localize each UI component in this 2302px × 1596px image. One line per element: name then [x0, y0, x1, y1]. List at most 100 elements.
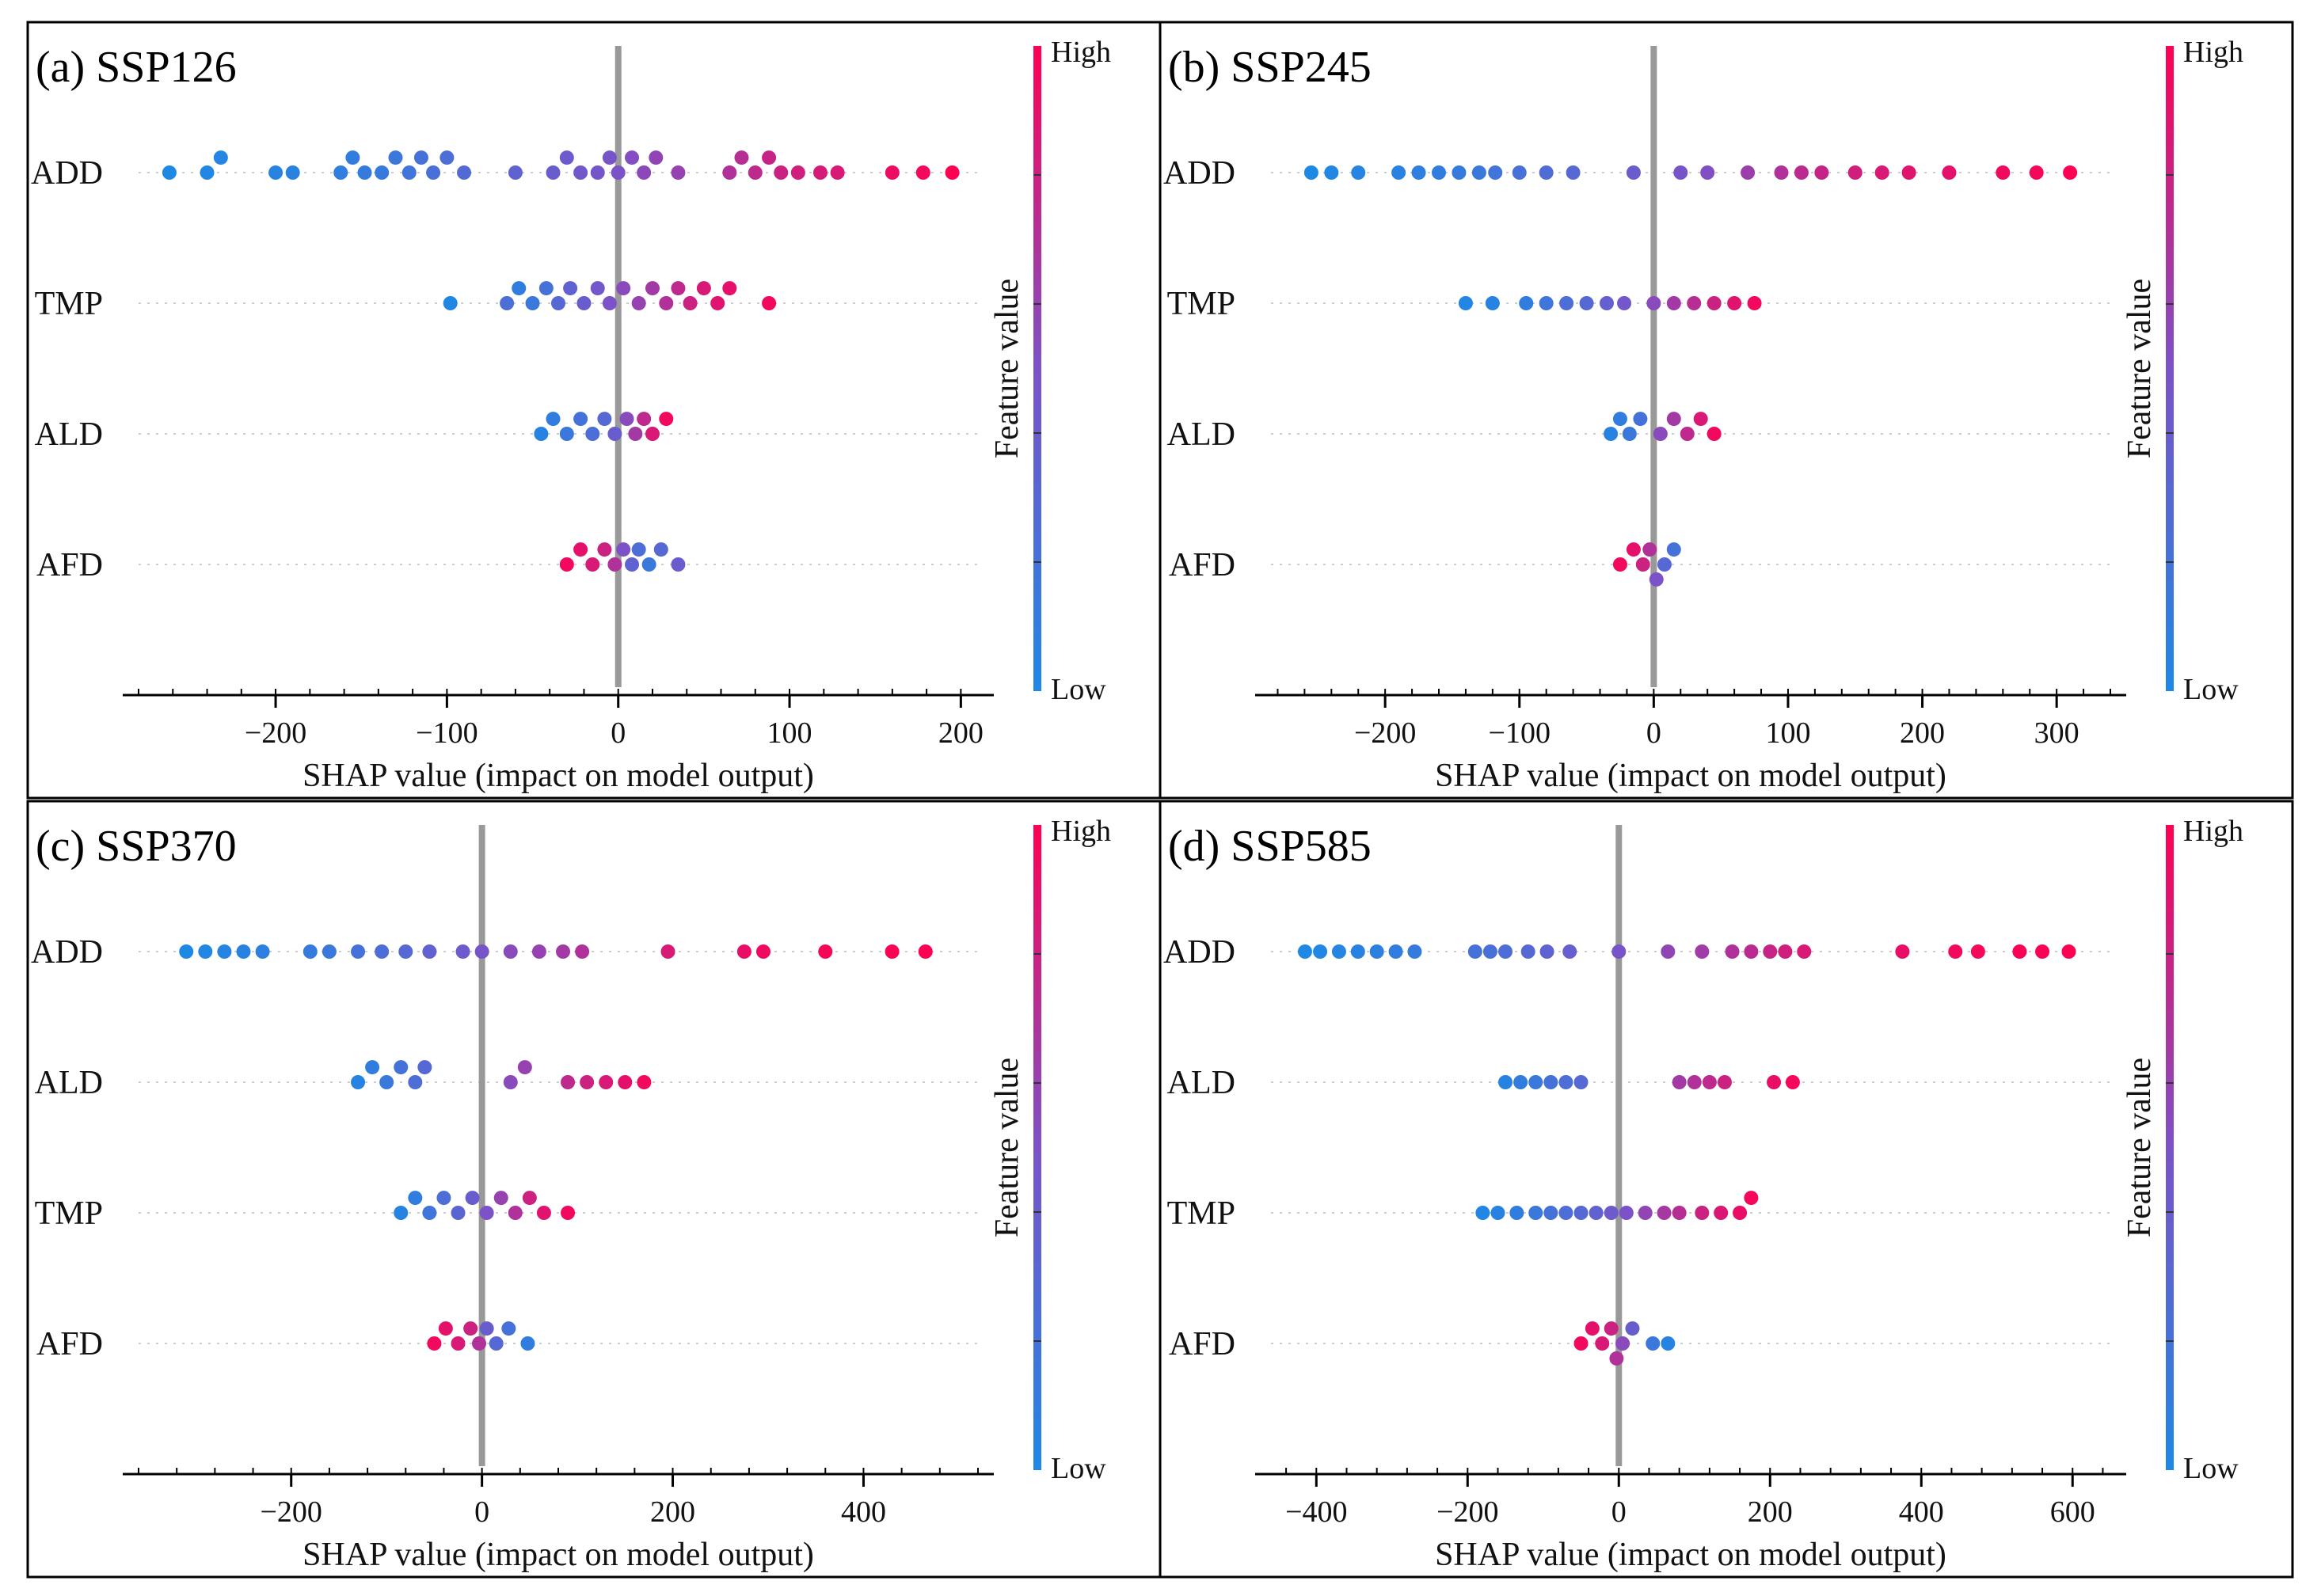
- shap-dot-add: [1350, 944, 1365, 959]
- shap-dot-ald: [1672, 1075, 1687, 1089]
- shap-dot-ald: [1528, 1075, 1543, 1089]
- shap-dot-add: [559, 150, 574, 165]
- shap-dot-ald: [1693, 412, 1708, 427]
- colorbar-high-label: High: [2183, 36, 2243, 69]
- shap-dot-afd: [472, 1336, 487, 1351]
- shap-dot-add: [531, 944, 546, 959]
- shap-dot-ald: [503, 1075, 518, 1089]
- shap-dot-ald: [1573, 1075, 1589, 1089]
- shap-dot-tmp: [1458, 296, 1473, 310]
- panel-frame: [1159, 21, 2294, 800]
- shap-dot-afd: [1573, 1336, 1589, 1351]
- shap-dot-add: [1778, 944, 1793, 959]
- colorbar: [2166, 825, 2174, 1470]
- shap-dot-add: [1725, 944, 1740, 959]
- shap-dot-ald: [1680, 427, 1695, 441]
- shap-dot-add: [1996, 165, 2011, 180]
- shap-dot-add: [748, 165, 763, 180]
- shap-dot-add: [660, 944, 675, 959]
- shap-dot-add: [345, 150, 360, 165]
- shap-dot-tmp: [1638, 1206, 1653, 1220]
- shap-dot-add: [1942, 165, 1957, 180]
- shap-dot-tmp: [1528, 1206, 1543, 1220]
- shap-dot-add: [508, 165, 523, 180]
- shap-dot-afd: [641, 557, 656, 572]
- shap-dot-tmp: [722, 281, 737, 296]
- shap-dot-tmp: [1666, 296, 1681, 310]
- shap-dot-ald: [1558, 1075, 1573, 1089]
- shap-dot-tmp: [1579, 296, 1594, 310]
- shap-dot-ald: [619, 412, 634, 427]
- shap-dot-ald: [1785, 1075, 1800, 1089]
- shap-dot-add: [1303, 165, 1318, 180]
- shap-dot-add: [1297, 944, 1312, 959]
- shap-dot-add: [1351, 165, 1366, 180]
- x-tick-label: 600: [2050, 1495, 2095, 1529]
- shap-dot-tmp: [522, 1191, 537, 1206]
- feature-label-tmp: TMP: [35, 1195, 103, 1232]
- shap-dot-tmp: [538, 281, 554, 296]
- shap-dot-tmp: [500, 296, 515, 310]
- shap-dot-afd: [1666, 542, 1681, 557]
- shap-dot-afd: [653, 542, 668, 557]
- shap-dot-tmp: [602, 296, 617, 310]
- shap-dot-add: [575, 944, 590, 959]
- shap-dot-afd: [1661, 1336, 1676, 1351]
- colorbar-low-label: Low: [2183, 1452, 2239, 1485]
- shap-dot-ald: [1666, 412, 1681, 427]
- shap-dot-ald: [394, 1060, 409, 1075]
- shap-dot-afd: [451, 1336, 466, 1351]
- x-tick-label: −200: [1354, 716, 1416, 750]
- x-tick-label: 200: [938, 716, 984, 750]
- shap-dot-add: [236, 944, 251, 959]
- shap-dot-add: [611, 165, 626, 180]
- shap-dot-add: [401, 165, 417, 180]
- shap-dot-add: [322, 944, 337, 959]
- x-tick-label: 0: [1611, 1495, 1627, 1529]
- feature-label-afd: AFD: [36, 1326, 103, 1362]
- shap-dot-ald: [1612, 412, 1627, 427]
- shap-dot-tmp: [576, 296, 592, 310]
- shap-dot-add: [198, 944, 213, 959]
- x-tick-label: −200: [245, 716, 306, 750]
- shap-dot-add: [1488, 165, 1503, 180]
- shap-dot-add: [1452, 165, 1467, 180]
- shap-dot-afd: [573, 542, 588, 557]
- shap-dot-afd: [1626, 542, 1641, 557]
- shap-dot-add: [426, 165, 441, 180]
- shap-dot-tmp: [1558, 1206, 1573, 1220]
- shap-dot-afd: [597, 542, 612, 557]
- shap-dot-tmp: [1727, 296, 1742, 310]
- shap-dot-ald: [618, 1075, 633, 1089]
- shap-dot-add: [945, 165, 960, 180]
- shap-dot-add: [762, 150, 777, 165]
- shap-dot-add: [1512, 165, 1527, 180]
- shap-dot-tmp: [408, 1191, 423, 1206]
- shap-dot-tmp: [536, 1206, 551, 1220]
- shap-dot-ald: [546, 412, 561, 427]
- shap-dot-add: [422, 944, 437, 959]
- shap-dot-tmp: [479, 1206, 494, 1220]
- shap-dot-afd: [616, 542, 631, 557]
- shap-dot-tmp: [1539, 296, 1554, 310]
- shap-dot-add: [830, 165, 845, 180]
- shap-dot-ald: [659, 412, 674, 427]
- colorbar-low-label: Low: [2183, 673, 2239, 706]
- shap-dot-add: [1814, 165, 1829, 180]
- shap-dot-afd: [585, 557, 600, 572]
- shap-dot-afd: [1612, 557, 1627, 572]
- shap-dot-add: [790, 165, 805, 180]
- shap-dot-tmp: [696, 281, 711, 296]
- colorbar-title: Feature value: [989, 1058, 1025, 1237]
- shap-dot-add: [818, 944, 833, 959]
- shap-dot-add: [1744, 944, 1759, 959]
- colorbar-title: Feature value: [989, 279, 1025, 458]
- shap-dot-ald: [561, 1075, 576, 1089]
- x-tick-label: 300: [2034, 716, 2079, 750]
- shap-dot-add: [1313, 944, 1328, 959]
- shap-dot-ald: [534, 427, 549, 441]
- x-tick-label: −400: [1285, 1495, 1347, 1529]
- shap-dot-add: [1763, 944, 1778, 959]
- feature-label-add: ADD: [31, 934, 103, 971]
- shap-dot-afd: [520, 1336, 535, 1351]
